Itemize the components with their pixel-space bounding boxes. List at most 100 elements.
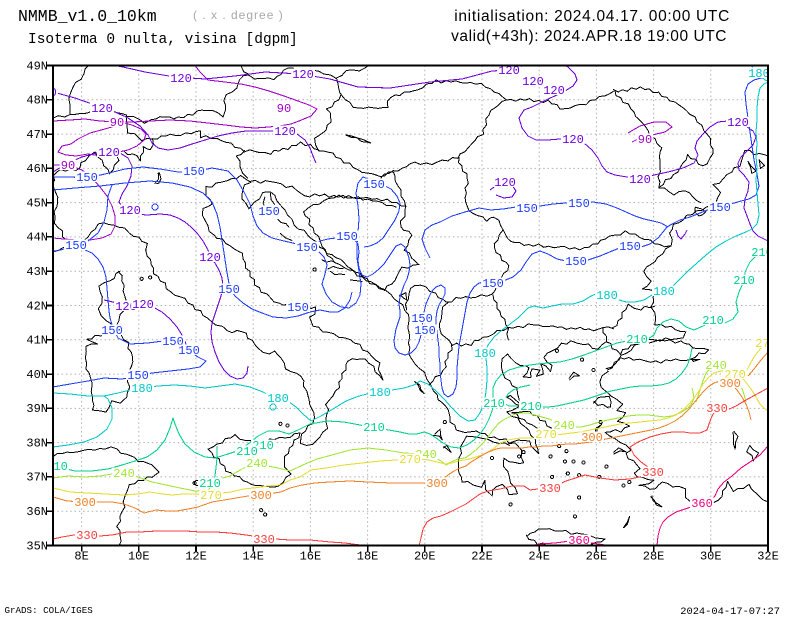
svg-text:120: 120 [629, 173, 651, 187]
svg-text:150: 150 [183, 165, 205, 179]
svg-text:330: 330 [539, 482, 561, 496]
svg-text:2024-04-17-07:27: 2024-04-17-07:27 [680, 606, 780, 618]
svg-text:150: 150 [568, 197, 590, 211]
svg-text:180: 180 [748, 67, 770, 81]
svg-text:180: 180 [369, 386, 391, 400]
svg-text:28E: 28E [643, 550, 665, 564]
svg-text:330: 330 [642, 466, 664, 480]
svg-text:120: 120 [91, 102, 113, 116]
svg-text:120: 120 [170, 72, 192, 86]
svg-text:12E: 12E [185, 550, 207, 564]
svg-text:300: 300 [426, 477, 448, 491]
svg-text:43N: 43N [26, 265, 48, 279]
svg-text:120: 120 [562, 133, 584, 147]
svg-text:150: 150 [411, 312, 433, 326]
svg-text:150: 150 [65, 239, 87, 253]
svg-text:330: 330 [253, 533, 275, 547]
svg-text:210: 210 [483, 397, 505, 411]
svg-text:240: 240 [553, 419, 575, 433]
svg-text:18E: 18E [357, 550, 379, 564]
svg-text:300: 300 [250, 489, 272, 503]
svg-text:36N: 36N [26, 505, 48, 519]
svg-text:210: 210 [520, 400, 542, 414]
svg-text:150: 150 [287, 301, 309, 315]
svg-text:120: 120 [98, 146, 120, 160]
svg-text:120: 120 [274, 125, 296, 139]
svg-text:38N: 38N [26, 436, 48, 450]
svg-text:210: 210 [363, 421, 385, 435]
svg-text:48N: 48N [26, 94, 48, 108]
svg-text:10E: 10E [128, 550, 150, 564]
svg-text:valid(+43h): 2024.APR.18 19:00: valid(+43h): 2024.APR.18 19:00 UTC [451, 28, 727, 45]
svg-text:14E: 14E [242, 550, 264, 564]
svg-text:41N: 41N [26, 334, 48, 348]
svg-text:Isoterma 0 nulta, visina [dgpm: Isoterma 0 nulta, visina [dgpm] [28, 32, 298, 48]
svg-text:150: 150 [619, 240, 641, 254]
svg-text:30E: 30E [700, 550, 722, 564]
svg-text:120: 120 [199, 251, 221, 265]
svg-text:270: 270 [399, 453, 421, 467]
svg-text:46N: 46N [26, 162, 48, 176]
svg-text:360: 360 [691, 497, 713, 511]
svg-text:45N: 45N [26, 196, 48, 210]
svg-text:32E: 32E [757, 550, 779, 564]
svg-text:240: 240 [246, 457, 268, 471]
svg-text:20E: 20E [414, 550, 436, 564]
svg-text:330: 330 [706, 402, 728, 416]
svg-text:90: 90 [110, 116, 124, 130]
svg-text:210: 210 [751, 246, 773, 260]
svg-text:44N: 44N [26, 231, 48, 245]
svg-text:210: 210 [702, 314, 724, 328]
svg-text:150: 150 [565, 255, 587, 269]
svg-text:150: 150 [178, 344, 200, 358]
svg-text:120: 120 [727, 116, 749, 130]
svg-text:GrADS: COLA/IGES: GrADS: COLA/IGES [5, 605, 94, 616]
svg-text:22E: 22E [471, 550, 493, 564]
svg-text:150: 150 [76, 171, 98, 185]
svg-text:150: 150 [363, 178, 385, 192]
svg-text:240: 240 [705, 359, 727, 373]
svg-text:330: 330 [76, 529, 98, 543]
svg-text:120: 120 [543, 84, 565, 98]
svg-text:150: 150 [516, 202, 538, 216]
svg-text:120: 120 [498, 64, 520, 78]
svg-text:47N: 47N [26, 128, 48, 142]
svg-text:120: 120 [522, 75, 544, 89]
svg-text:39N: 39N [26, 402, 48, 416]
svg-text:42N: 42N [26, 299, 48, 313]
svg-text:210: 210 [199, 477, 221, 491]
svg-text:150: 150 [101, 324, 123, 338]
svg-text:24E: 24E [528, 550, 550, 564]
svg-text:240: 240 [113, 467, 135, 481]
svg-text:150: 150 [414, 324, 436, 338]
svg-text:16E: 16E [300, 550, 322, 564]
svg-text:210: 210 [46, 460, 68, 474]
svg-text:150: 150 [709, 201, 731, 215]
svg-text:150: 150 [336, 230, 358, 244]
svg-text:120: 120 [132, 298, 154, 312]
svg-text:150: 150 [296, 241, 318, 255]
svg-text:90: 90 [638, 133, 652, 147]
svg-text:300: 300 [581, 431, 603, 445]
svg-text:180: 180 [474, 347, 496, 361]
svg-text:120: 120 [292, 68, 314, 82]
svg-text:180: 180 [267, 392, 289, 406]
svg-text:210: 210 [733, 274, 755, 288]
svg-text:NMMB_v1.0_10km: NMMB_v1.0_10km [18, 7, 157, 26]
svg-text:180: 180 [653, 285, 675, 299]
svg-text:49N: 49N [26, 59, 48, 73]
svg-text:300: 300 [74, 496, 96, 510]
svg-text:180: 180 [596, 289, 618, 303]
svg-text:150: 150 [482, 277, 504, 291]
svg-text:150: 150 [218, 283, 240, 297]
svg-text:270: 270 [755, 337, 777, 351]
svg-text:initialisation: 2024.04.17.: initialisation: 2024.04.17. 00:00 UTC [454, 8, 730, 25]
svg-text:270: 270 [535, 428, 557, 442]
svg-text:( . x . degree ): ( . x . degree ) [193, 8, 284, 22]
svg-text:120: 120 [494, 176, 516, 190]
svg-text:180: 180 [131, 382, 153, 396]
svg-text:37N: 37N [26, 471, 48, 485]
svg-text:360: 360 [568, 534, 590, 548]
svg-text:8E: 8E [74, 550, 88, 564]
svg-text:210: 210 [626, 333, 648, 347]
